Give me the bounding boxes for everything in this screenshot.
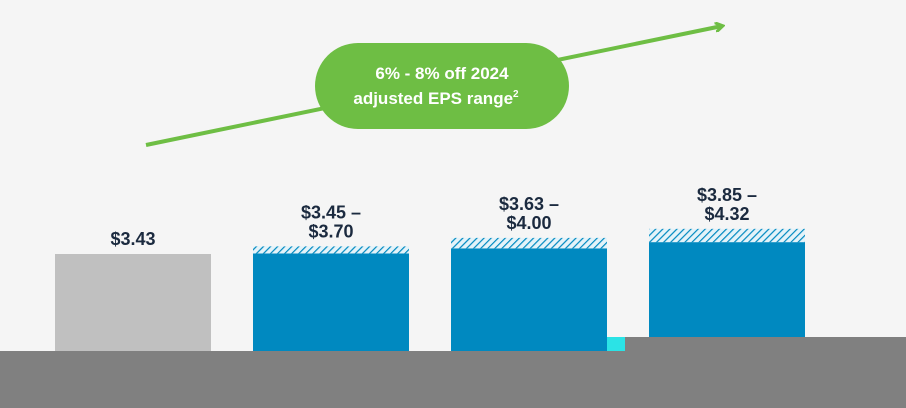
bar-value-label: $3.70 bbox=[308, 221, 353, 241]
bar-value-label: $4.00 bbox=[506, 213, 551, 233]
callout-line-2: adjusted EPS range2 bbox=[353, 89, 519, 108]
accent-marker bbox=[607, 337, 625, 351]
bar-range-hatch bbox=[451, 237, 607, 249]
bar-value-label: $3.85 – bbox=[697, 185, 757, 205]
callout-line-2-text: adjusted EPS range bbox=[353, 89, 513, 108]
bar-value-label: $3.43 bbox=[110, 229, 155, 249]
bar-range-hatch bbox=[649, 228, 805, 243]
bar-value-label: $4.32 bbox=[704, 204, 749, 224]
bars-group bbox=[55, 228, 805, 351]
bar-range-hatch bbox=[253, 246, 409, 254]
callout-line-1: 6% - 8% off 2024 bbox=[375, 64, 509, 83]
growth-callout: 6% - 8% off 2024 adjusted EPS range2 bbox=[315, 43, 569, 129]
bar-low-estimate bbox=[451, 248, 607, 351]
bar-low-estimate bbox=[649, 242, 805, 351]
bar-low-estimate bbox=[253, 253, 409, 351]
bar-actual bbox=[55, 254, 211, 351]
callout-pill bbox=[315, 43, 569, 129]
bar-value-label: $3.63 – bbox=[499, 194, 559, 214]
bar-value-label: $3.45 – bbox=[301, 202, 361, 222]
callout-footnote: 2 bbox=[513, 89, 519, 100]
value-labels-group: $3.43 $3.45 –$3.70 $3.63 –$4.00 $3.85 –$4.3… bbox=[110, 185, 757, 249]
footer-band bbox=[0, 351, 906, 408]
